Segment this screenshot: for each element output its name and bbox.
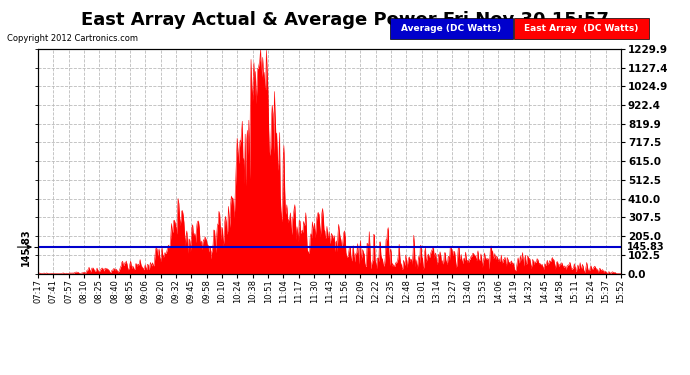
Text: 145.83: 145.83 — [627, 242, 664, 252]
Text: East Array Actual & Average Power Fri Nov 30 15:57: East Array Actual & Average Power Fri No… — [81, 11, 609, 29]
Text: Copyright 2012 Cartronics.com: Copyright 2012 Cartronics.com — [7, 34, 138, 43]
Text: East Array  (DC Watts): East Array (DC Watts) — [524, 24, 638, 33]
Text: Average (DC Watts): Average (DC Watts) — [401, 24, 502, 33]
